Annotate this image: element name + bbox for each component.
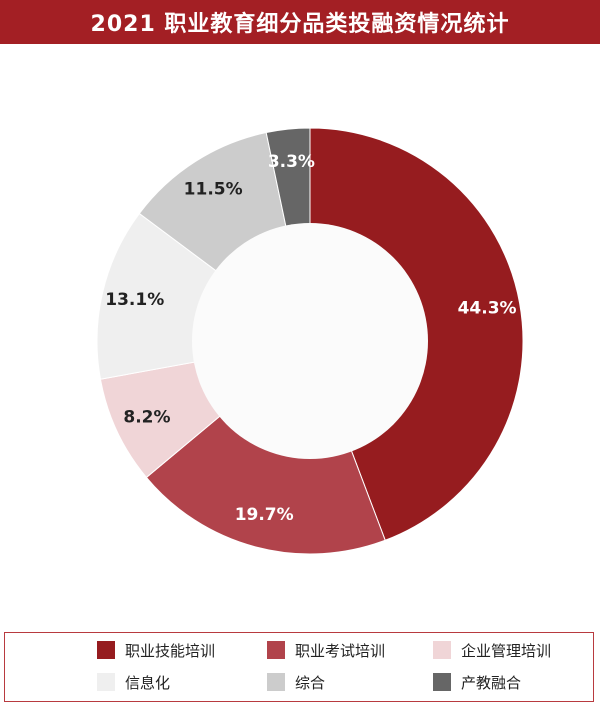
- legend-swatch: [97, 641, 115, 659]
- page-title: 2021 职业教育细分品类投融资情况统计: [90, 12, 510, 37]
- donut-chart: 44.3% 19.7% 8.2% 13.1% 11.5% 3.3%: [96, 127, 524, 555]
- legend-item: 信息化: [97, 671, 170, 693]
- legend-swatch: [97, 673, 115, 691]
- slice-label-5: 3.3%: [268, 152, 315, 172]
- slice-label-2: 8.2%: [123, 407, 170, 427]
- donut-labels: 44.3% 19.7% 8.2% 13.1% 11.5% 3.3%: [105, 152, 516, 525]
- legend-label: 企业管理培训: [461, 641, 552, 660]
- slice-label-0: 44.3%: [458, 299, 517, 319]
- legend-swatch: [433, 673, 451, 691]
- legend: 职业技能培训 职业考试培训 企业管理培训信息化 综合 产教融合: [4, 632, 594, 702]
- legend-label: 信息化: [125, 673, 171, 692]
- title-bar: 2021 职业教育细分品类投融资情况统计: [0, 0, 600, 44]
- legend-label: 职业技能培训: [125, 641, 216, 660]
- legend-label: 产教融合: [461, 673, 522, 692]
- legend-label: 职业考试培训: [295, 641, 386, 660]
- donut-hole: [192, 223, 428, 459]
- legend-label: 综合: [295, 673, 326, 692]
- legend-item: 职业考试培训: [267, 639, 385, 661]
- slice-label-4: 11.5%: [184, 179, 243, 199]
- donut-slices: [96, 127, 524, 555]
- legend-swatch: [267, 673, 285, 691]
- legend-item: 企业管理培训: [433, 639, 551, 661]
- legend-item: 综合: [267, 671, 325, 693]
- legend-item: 产教融合: [433, 671, 521, 693]
- slice-label-1: 19.7%: [235, 505, 294, 525]
- legend-item: 职业技能培训: [97, 639, 215, 661]
- legend-swatch: [433, 641, 451, 659]
- legend-swatch: [267, 641, 285, 659]
- slice-label-3: 13.1%: [105, 290, 164, 310]
